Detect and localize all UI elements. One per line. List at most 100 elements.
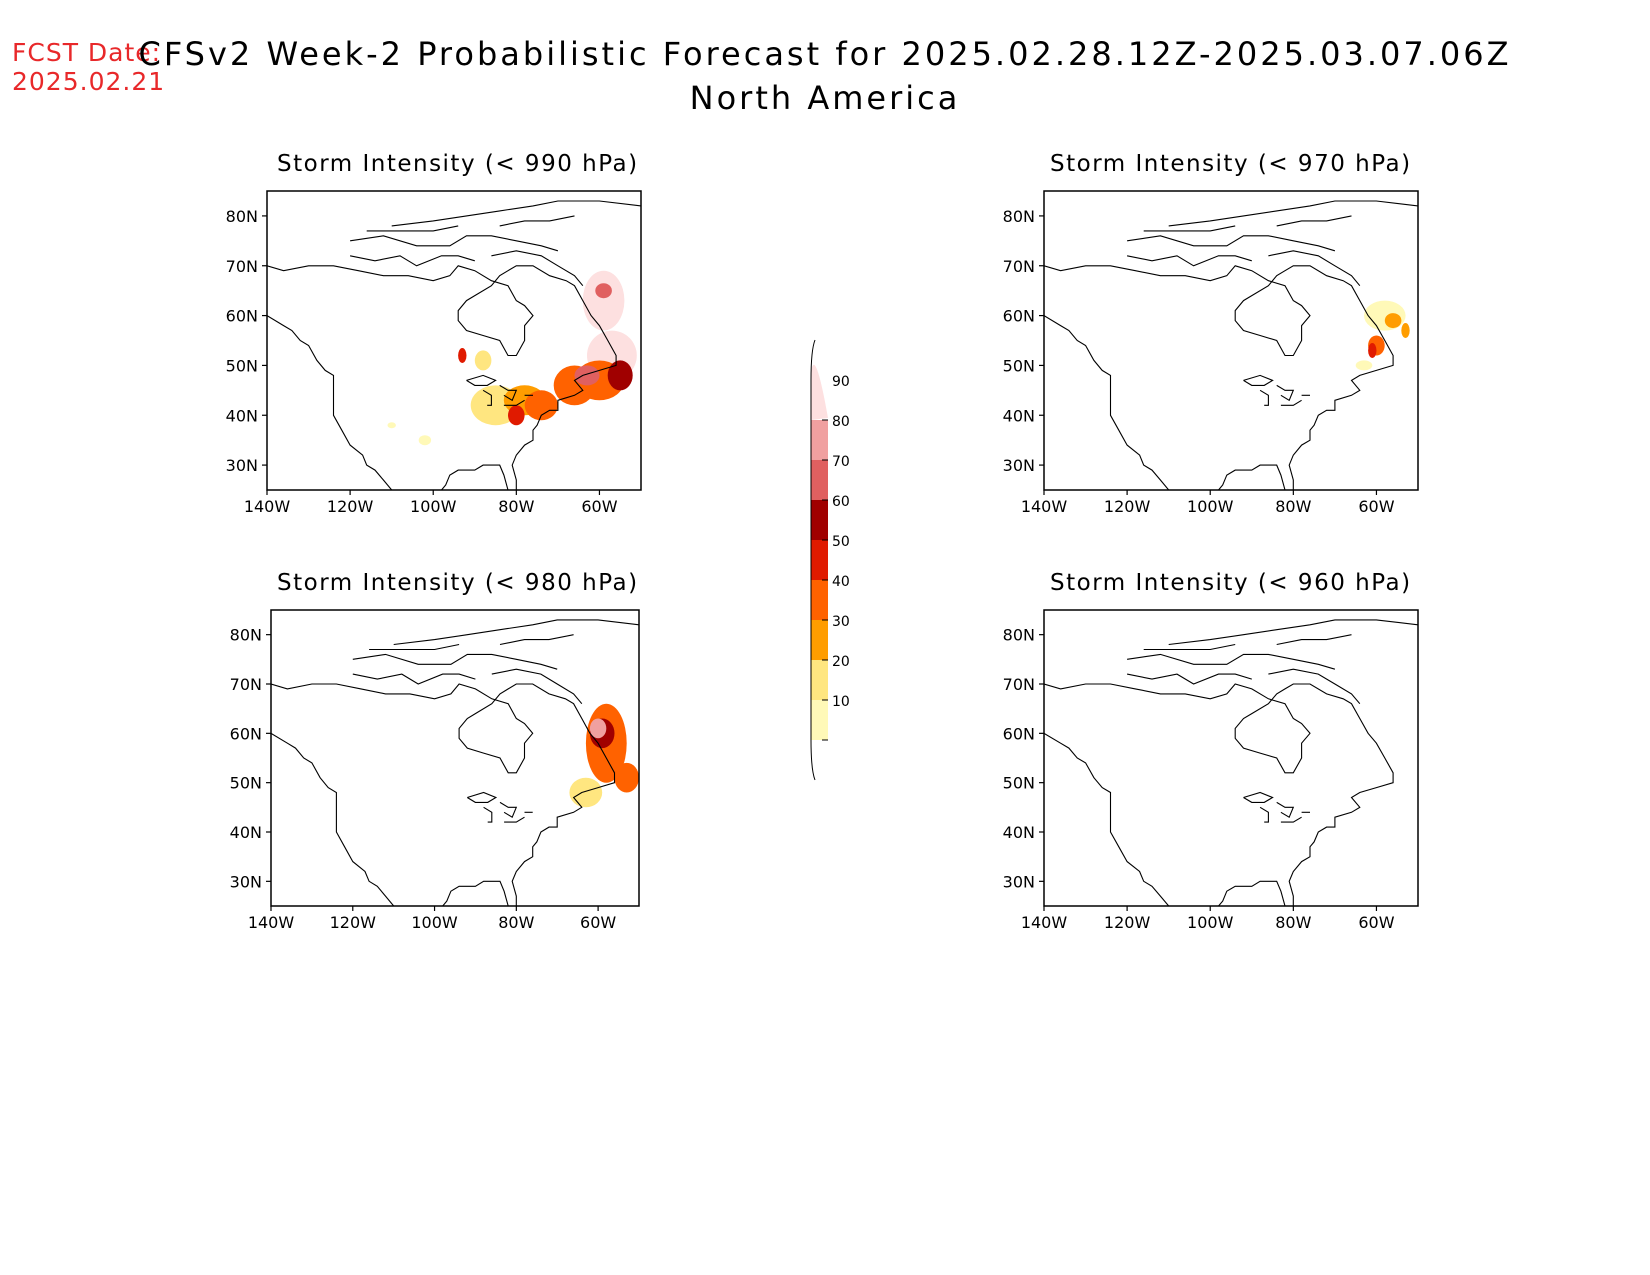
- colorbar: 10 20 30 40 50 60 70 80 90: [810, 339, 850, 781]
- coastline: [391, 200, 641, 227]
- probability-blob: [1368, 343, 1377, 358]
- lon-label: 100W: [411, 913, 458, 932]
- lat-label: 30N: [1003, 872, 1035, 891]
- coastline: [1126, 255, 1252, 267]
- coastline: [1268, 668, 1361, 705]
- probability-blob: [614, 762, 639, 793]
- lat-label: 80N: [230, 626, 262, 645]
- lat-label: 60N: [1003, 307, 1035, 326]
- coastline: [482, 389, 492, 406]
- coastline: [349, 255, 475, 267]
- colorbar-swatch: [811, 420, 828, 460]
- colorbar-swatch: [811, 700, 828, 740]
- coastline: [1126, 673, 1252, 685]
- lat-label: 70N: [226, 257, 258, 276]
- map-frame: [266, 190, 642, 491]
- lon-label: 120W: [330, 913, 377, 932]
- lon-label: 140W: [1021, 497, 1068, 516]
- probability-blob: [1384, 313, 1402, 329]
- coastline: [1259, 806, 1269, 823]
- lat-label: 80N: [1003, 207, 1035, 226]
- map-panel-0: 80N 70N 60N 50N 40N 30N 140W 120W 100W 80W 60W: [226, 190, 642, 516]
- probability-blob: [589, 718, 607, 739]
- colorbar-label: 70: [832, 454, 850, 470]
- lon-label: 140W: [248, 913, 295, 932]
- map-frame: [1043, 190, 1419, 491]
- colorbar-label: 60: [832, 494, 850, 510]
- map-frame: [1043, 609, 1419, 907]
- coastline: [1276, 801, 1295, 818]
- lat-label: 50N: [1003, 774, 1035, 793]
- probability-blob: [458, 348, 467, 363]
- coastline: [1168, 200, 1418, 227]
- probability-blob: [387, 422, 396, 429]
- colorbar-swatch: [811, 540, 828, 580]
- coastline: [369, 643, 460, 651]
- lat-label: 30N: [1003, 456, 1035, 475]
- lon-label: 60W: [1358, 913, 1394, 932]
- lat-label: 60N: [230, 724, 262, 743]
- forecast-date-value: 2025.02.21: [12, 67, 166, 96]
- coastline: [350, 235, 559, 252]
- coastline: [1276, 634, 1352, 646]
- coastline: [466, 374, 497, 386]
- coastline: [267, 315, 393, 490]
- panel-title-980: Storm Intensity (< 980 hPa): [277, 570, 639, 596]
- probability-blob: [1355, 360, 1373, 371]
- coastline: [1280, 816, 1302, 823]
- probability-blob: [508, 405, 525, 426]
- coastline: [271, 683, 616, 906]
- probability-blob: [1401, 323, 1410, 338]
- probability-blob: [595, 283, 612, 299]
- lon-label: 100W: [1187, 497, 1234, 516]
- panel-title-960: Storm Intensity (< 960 hPa): [1050, 570, 1412, 596]
- coastline: [1044, 265, 1394, 490]
- probability-blob: [524, 390, 558, 421]
- probability-blob: [569, 777, 603, 808]
- coastline: [1044, 315, 1170, 490]
- lat-label: 30N: [230, 872, 262, 891]
- probability-blob: [1364, 300, 1406, 331]
- map-content-3: [1044, 619, 1418, 906]
- lon-label: 100W: [1187, 913, 1234, 932]
- colorbar-swatch: [811, 364, 828, 420]
- lat-label: 40N: [1003, 823, 1035, 842]
- coastline: [1044, 683, 1394, 906]
- lon-label: 80W: [498, 913, 534, 932]
- map-content-1: [1044, 200, 1418, 490]
- panel-title-970: Storm Intensity (< 970 hPa): [1050, 151, 1412, 177]
- coastline: [352, 673, 476, 685]
- colorbar-label: 90: [832, 374, 850, 390]
- coastline: [504, 816, 525, 823]
- lon-label: 140W: [1021, 913, 1068, 932]
- coastline: [1259, 389, 1269, 406]
- lon-label: 80W: [1275, 913, 1311, 932]
- map-frame: [270, 609, 640, 907]
- colorbar-label: 30: [832, 614, 850, 630]
- map-content-0: [267, 200, 641, 490]
- panel-title-990: Storm Intensity (< 990 hPa): [277, 151, 639, 177]
- lat-label: 70N: [1003, 675, 1035, 694]
- lat-label: 60N: [226, 307, 258, 326]
- forecast-date-label: FCST Date:: [12, 38, 162, 67]
- probability-blob: [574, 365, 600, 386]
- lon-label: 60W: [581, 497, 617, 516]
- coastline: [1044, 732, 1170, 906]
- coastline: [1276, 215, 1352, 227]
- coastline: [1280, 399, 1302, 406]
- lat-label: 80N: [1003, 626, 1035, 645]
- forecast-date: FCST Date: 2025.02.21: [12, 38, 165, 96]
- lat-label: 40N: [1003, 406, 1035, 425]
- coastline: [1127, 235, 1336, 252]
- colorbar-swatch: [811, 620, 828, 660]
- probability-blob: [607, 360, 633, 391]
- coastline: [483, 806, 493, 823]
- colorbar-label: 10: [832, 694, 850, 710]
- map-panel-2: 80N 70N 60N 50N 40N 30N 140W 120W 100W 80W 60W: [230, 609, 640, 932]
- lat-label: 40N: [230, 823, 262, 842]
- probability-blob: [582, 270, 625, 331]
- lat-label: 50N: [1003, 356, 1035, 375]
- lat-label: 70N: [230, 675, 262, 694]
- map-panel-1: 80N 70N 60N 50N 40N 30N 140W 120W 100W 80W 60W: [1003, 190, 1419, 516]
